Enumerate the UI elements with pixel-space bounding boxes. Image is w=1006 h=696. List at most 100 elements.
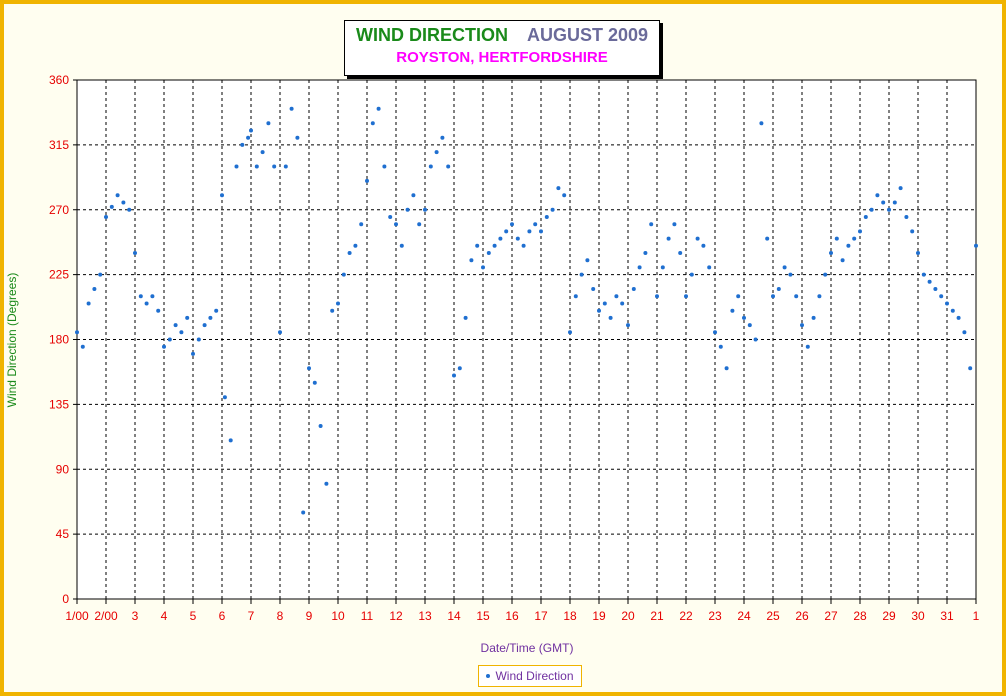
data-point <box>452 373 456 378</box>
data-point <box>968 366 973 371</box>
data-point <box>382 164 387 169</box>
data-point <box>278 330 282 335</box>
data-point <box>208 315 213 320</box>
data-point <box>330 308 335 313</box>
data-point <box>614 294 619 299</box>
data-point <box>289 106 294 111</box>
chart-title-line: WIND DIRECTION AUGUST 2009 <box>345 25 659 46</box>
x-tick-label: 26 <box>795 609 809 623</box>
data-point <box>852 236 857 241</box>
data-point <box>945 301 949 306</box>
x-axis-label: Date/Time (GMT) <box>480 641 574 655</box>
data-point <box>359 222 364 227</box>
data-point <box>666 236 671 241</box>
y-tick-label: 315 <box>49 138 69 152</box>
data-point <box>469 258 474 263</box>
x-tick-label: 5 <box>190 609 197 623</box>
chart-title-month: AUGUST 2009 <box>526 25 649 45</box>
data-point <box>86 301 91 306</box>
data-point <box>678 251 683 255</box>
x-tick-label: 16 <box>505 609 519 623</box>
x-tick-label: 13 <box>418 609 432 623</box>
data-point <box>910 229 915 234</box>
data-point <box>399 243 404 248</box>
data-point <box>631 287 636 291</box>
data-point <box>475 243 480 248</box>
data-point <box>608 315 613 320</box>
data-point <box>736 294 741 299</box>
data-point <box>805 344 810 349</box>
data-point <box>869 207 874 212</box>
data-point <box>742 315 746 320</box>
data-point <box>643 251 648 255</box>
data-point <box>846 243 851 248</box>
data-point <box>162 344 166 349</box>
x-tick-label: 1 <box>973 609 980 623</box>
data-point <box>249 128 253 133</box>
x-tick-label: 30 <box>911 609 925 623</box>
data-point <box>921 272 926 277</box>
data-point <box>324 481 329 486</box>
data-point <box>840 258 845 263</box>
x-tick-label: 10 <box>331 609 345 623</box>
data-point <box>829 251 833 255</box>
data-point <box>80 344 85 349</box>
data-point <box>863 215 868 219</box>
data-point <box>602 301 607 306</box>
data-point <box>585 258 590 263</box>
chart-title-box: WIND DIRECTION AUGUST 2009 ROYSTON, HERT… <box>344 20 660 76</box>
data-point <box>811 315 816 320</box>
y-tick-label: 180 <box>49 333 69 347</box>
data-point <box>974 243 978 248</box>
chart-subtitle: ROYSTON, HERTFORDSHIRE <box>396 49 608 66</box>
x-tick-label: 20 <box>621 609 635 623</box>
data-point <box>788 272 793 277</box>
data-point <box>904 215 909 219</box>
data-point <box>649 222 654 227</box>
data-point <box>202 323 207 328</box>
y-tick-label: 360 <box>49 73 69 87</box>
data-point <box>672 222 677 227</box>
y-tick-label: 90 <box>56 462 70 476</box>
data-point <box>307 366 311 371</box>
data-point <box>655 294 659 299</box>
data-point <box>724 366 729 371</box>
data-point <box>620 301 625 306</box>
data-point <box>713 330 717 335</box>
data-point <box>573 294 578 299</box>
data-point <box>133 251 137 255</box>
data-point <box>405 207 410 212</box>
data-point <box>939 294 944 299</box>
x-tick-label: 31 <box>940 609 954 623</box>
data-point <box>341 272 346 277</box>
data-point <box>892 200 897 205</box>
data-point <box>376 106 381 111</box>
data-point <box>591 287 596 291</box>
data-point <box>411 193 416 198</box>
data-point <box>933 287 938 291</box>
data-point <box>887 207 891 212</box>
x-tick-label: 7 <box>248 609 255 623</box>
data-point <box>440 135 445 140</box>
y-tick-label: 270 <box>49 203 69 217</box>
data-point <box>92 287 97 291</box>
data-point <box>544 215 549 219</box>
data-point <box>695 236 700 241</box>
data-point <box>533 222 538 227</box>
data-point <box>823 272 828 277</box>
x-tick-label: 14 <box>447 609 461 623</box>
data-point <box>138 294 143 299</box>
data-point <box>246 135 251 140</box>
data-point <box>504 229 509 234</box>
data-point <box>156 308 161 313</box>
data-point <box>365 178 369 183</box>
data-point <box>881 200 886 205</box>
data-point <box>916 251 920 255</box>
x-tick-label: 19 <box>592 609 606 623</box>
data-point <box>295 135 300 140</box>
data-point <box>515 236 520 241</box>
data-point <box>222 395 227 400</box>
x-tick-label: 23 <box>708 609 722 623</box>
data-point <box>759 121 764 126</box>
data-point <box>956 315 961 320</box>
